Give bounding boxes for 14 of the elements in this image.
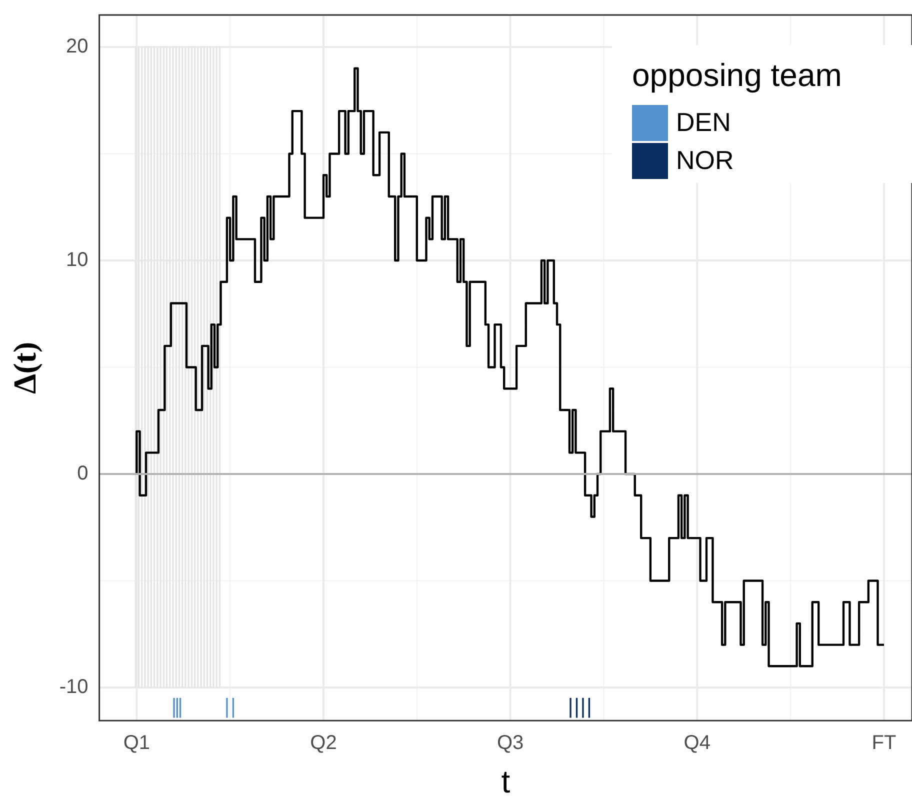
x-tick-label: Q4 (684, 732, 710, 754)
legend-label: DEN (676, 107, 731, 138)
x-tick-label: Q1 (123, 732, 150, 754)
y-axis-title: Δ(t) (6, 342, 42, 394)
y-tick-label: 10 (66, 249, 88, 272)
legend-label: NOR (676, 145, 734, 176)
y-tick-label: -10 (59, 676, 88, 698)
y-tick-label: 20 (66, 36, 88, 58)
x-tick-label: Q3 (496, 732, 524, 754)
x-axis-title: t (501, 764, 510, 800)
x-tick-label: FT (872, 732, 896, 754)
y-tick-label: 0 (77, 462, 88, 485)
legend-title: opposing team (632, 56, 842, 93)
x-tick-label: Q2 (310, 732, 337, 754)
